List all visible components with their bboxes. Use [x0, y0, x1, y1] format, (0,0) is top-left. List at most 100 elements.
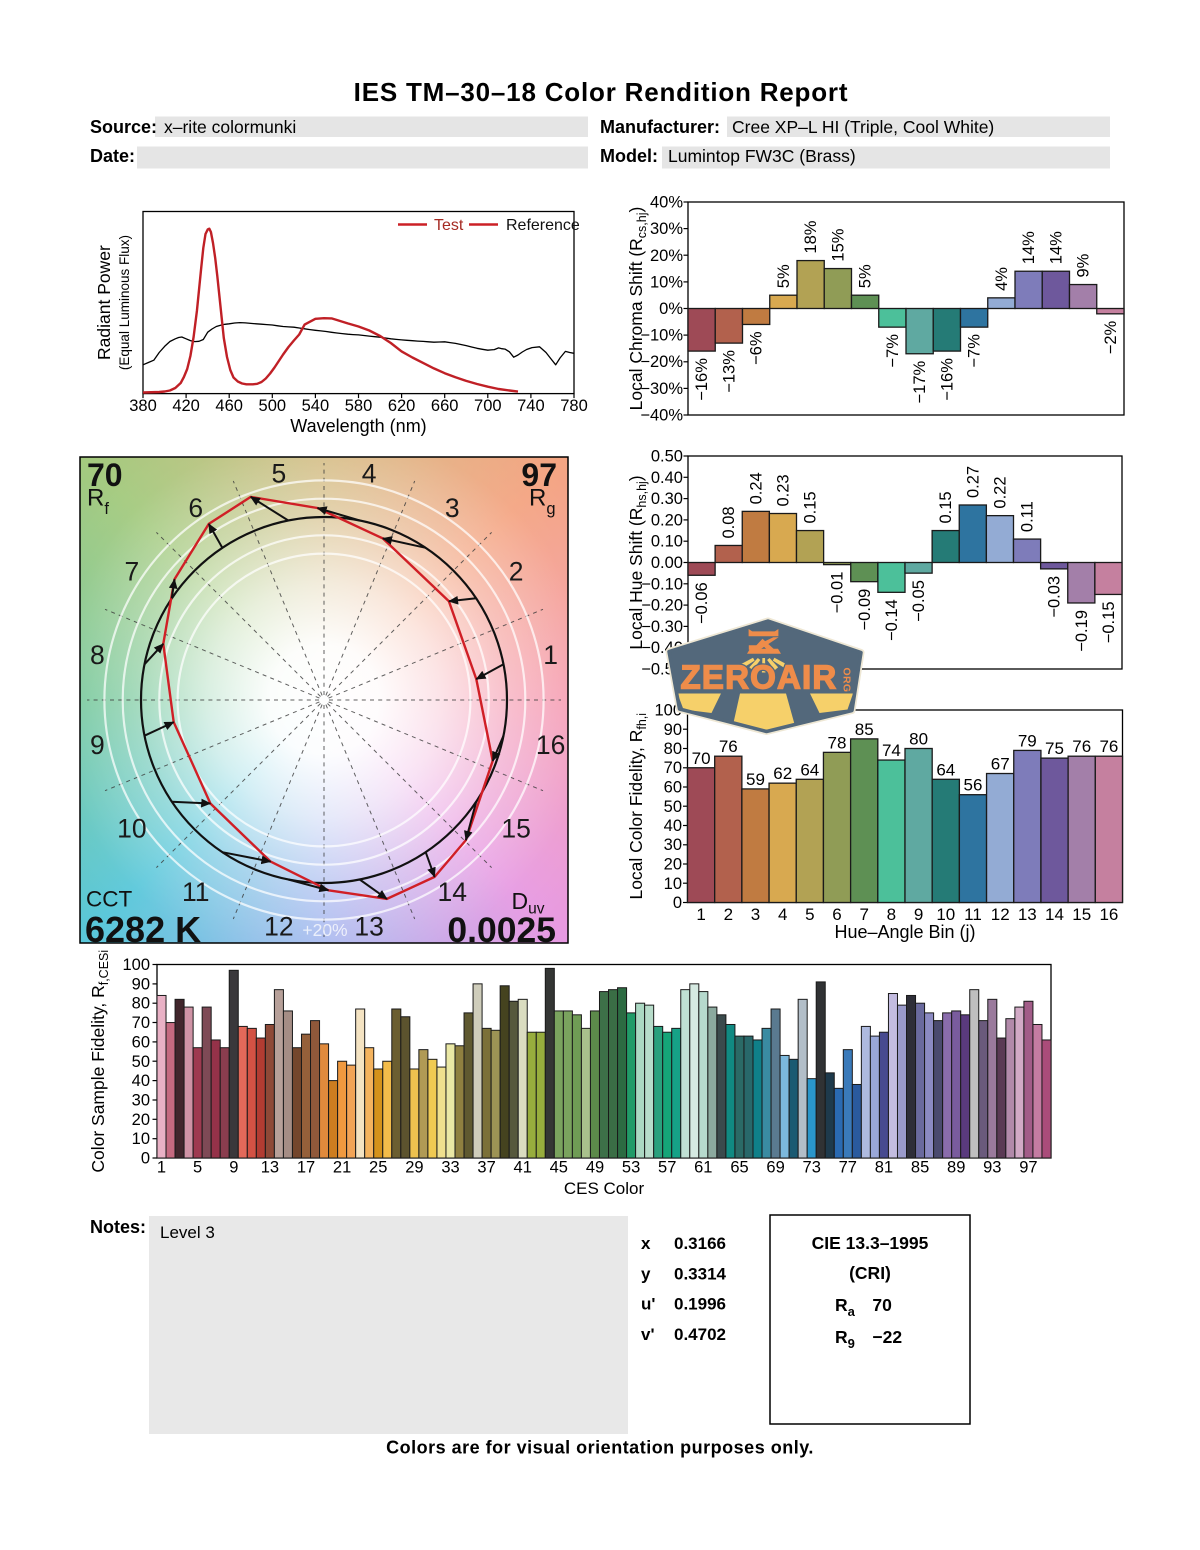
svg-text:0.15: 0.15 — [802, 491, 820, 523]
svg-text:Colors are for visual orientat: Colors are for visual orientation purpos… — [386, 1438, 814, 1458]
svg-text:70: 70 — [87, 457, 123, 493]
svg-text:70: 70 — [132, 1014, 150, 1032]
svg-text:Model:: Model: — [600, 146, 658, 166]
svg-text:13: 13 — [261, 1159, 279, 1177]
svg-text:6: 6 — [188, 493, 203, 523]
svg-text:8: 8 — [887, 905, 896, 924]
svg-text:10: 10 — [936, 905, 955, 924]
svg-text:100: 100 — [122, 956, 150, 974]
svg-text:0.30: 0.30 — [651, 490, 683, 508]
svg-text:76: 76 — [719, 737, 738, 756]
svg-text:0%: 0% — [659, 300, 683, 318]
svg-text:6: 6 — [832, 905, 841, 924]
svg-text:10: 10 — [132, 1130, 150, 1148]
svg-text:45: 45 — [550, 1159, 568, 1177]
svg-text:540: 540 — [302, 397, 330, 415]
svg-text:69: 69 — [766, 1159, 784, 1177]
svg-text:380: 380 — [129, 397, 157, 415]
svg-text:14%: 14% — [1020, 231, 1038, 264]
svg-text:30: 30 — [664, 836, 682, 854]
svg-text:80: 80 — [664, 740, 682, 758]
svg-text:0.0025: 0.0025 — [447, 910, 556, 950]
svg-text:8: 8 — [90, 640, 105, 670]
svg-text:100: 100 — [654, 702, 682, 720]
svg-text:1: 1 — [696, 905, 705, 924]
svg-text:30: 30 — [132, 1092, 150, 1110]
svg-text:740: 740 — [517, 397, 545, 415]
svg-text:x–rite colormunki: x–rite colormunki — [164, 117, 296, 137]
svg-text:81: 81 — [875, 1159, 893, 1177]
svg-text:620: 620 — [388, 397, 416, 415]
svg-text:12: 12 — [991, 905, 1010, 924]
svg-text:−10%: −10% — [640, 327, 683, 345]
svg-text:−16%: −16% — [693, 358, 711, 401]
svg-text:0: 0 — [673, 894, 682, 912]
svg-text:1: 1 — [543, 640, 558, 670]
svg-text:7: 7 — [859, 905, 868, 924]
svg-text:30%: 30% — [650, 220, 683, 238]
svg-text:−7%: −7% — [966, 334, 984, 368]
svg-text:3: 3 — [445, 493, 460, 523]
svg-text:4: 4 — [778, 905, 787, 924]
svg-text:14: 14 — [1045, 905, 1064, 924]
svg-text:Radiant Power: Radiant Power — [94, 245, 114, 360]
svg-text:ZEROAIR: ZEROAIR — [681, 659, 838, 696]
svg-text:700: 700 — [474, 397, 502, 415]
svg-text:0.10: 0.10 — [651, 533, 683, 551]
svg-text:Level 3: Level 3 — [160, 1223, 215, 1242]
svg-text:74: 74 — [882, 741, 901, 760]
svg-text:5: 5 — [193, 1159, 202, 1177]
svg-text:−0.03: −0.03 — [1046, 576, 1064, 618]
svg-text:57: 57 — [658, 1159, 676, 1177]
svg-text:10: 10 — [117, 813, 146, 843]
svg-text:−0.01: −0.01 — [829, 572, 847, 614]
svg-text:x: x — [641, 1234, 651, 1253]
svg-text:60: 60 — [132, 1033, 150, 1051]
svg-text:−2%: −2% — [1102, 320, 1120, 354]
svg-text:11: 11 — [182, 877, 210, 907]
svg-text:97: 97 — [1019, 1159, 1037, 1177]
svg-text:−7%: −7% — [884, 334, 902, 368]
svg-text:65: 65 — [730, 1159, 748, 1177]
svg-text:0.1996: 0.1996 — [674, 1295, 726, 1314]
svg-text:0.00: 0.00 — [651, 554, 683, 572]
svg-text:+20%: +20% — [302, 920, 347, 940]
svg-text:59: 59 — [746, 770, 765, 789]
svg-text:0: 0 — [141, 1150, 150, 1168]
svg-text:5: 5 — [805, 905, 814, 924]
svg-text:14%: 14% — [1047, 231, 1065, 264]
svg-text:−0.05: −0.05 — [910, 580, 928, 622]
svg-text:13: 13 — [354, 912, 383, 942]
svg-text:Date:: Date: — [90, 146, 135, 166]
svg-text:Cree XP–L HI (Triple, Cool Whi: Cree XP–L HI (Triple, Cool White) — [732, 117, 994, 137]
svg-text:Hue–Angle Bin (j): Hue–Angle Bin (j) — [834, 922, 975, 942]
svg-text:49: 49 — [586, 1159, 604, 1177]
svg-text:75: 75 — [1045, 739, 1064, 758]
svg-text:−0.14: −0.14 — [883, 599, 901, 641]
svg-text:780: 780 — [560, 397, 588, 415]
svg-text:53: 53 — [622, 1159, 640, 1177]
svg-text:0.3166: 0.3166 — [674, 1234, 726, 1253]
svg-text:Wavelength (nm): Wavelength (nm) — [290, 416, 426, 436]
svg-text:11: 11 — [964, 905, 982, 924]
svg-text:37: 37 — [477, 1159, 495, 1177]
svg-text:0.40: 0.40 — [651, 469, 683, 487]
svg-text:0.22: 0.22 — [991, 476, 1009, 508]
svg-text:10%: 10% — [650, 273, 683, 291]
svg-text:7: 7 — [125, 557, 140, 587]
svg-text:70: 70 — [664, 759, 682, 777]
svg-text:80: 80 — [132, 995, 150, 1013]
svg-text:50: 50 — [664, 798, 682, 816]
svg-text:4%: 4% — [993, 267, 1011, 291]
svg-text:v': v' — [641, 1325, 655, 1344]
svg-text:−0.30: −0.30 — [641, 618, 683, 636]
svg-text:−6%: −6% — [748, 331, 766, 365]
svg-text:89: 89 — [947, 1159, 965, 1177]
svg-text:−40%: −40% — [640, 407, 683, 425]
svg-text:y: y — [641, 1264, 651, 1283]
svg-text:0.24: 0.24 — [747, 472, 765, 504]
svg-text:97: 97 — [521, 457, 557, 493]
svg-text:21: 21 — [333, 1159, 351, 1177]
svg-text:580: 580 — [345, 397, 373, 415]
svg-text:56: 56 — [964, 776, 983, 795]
